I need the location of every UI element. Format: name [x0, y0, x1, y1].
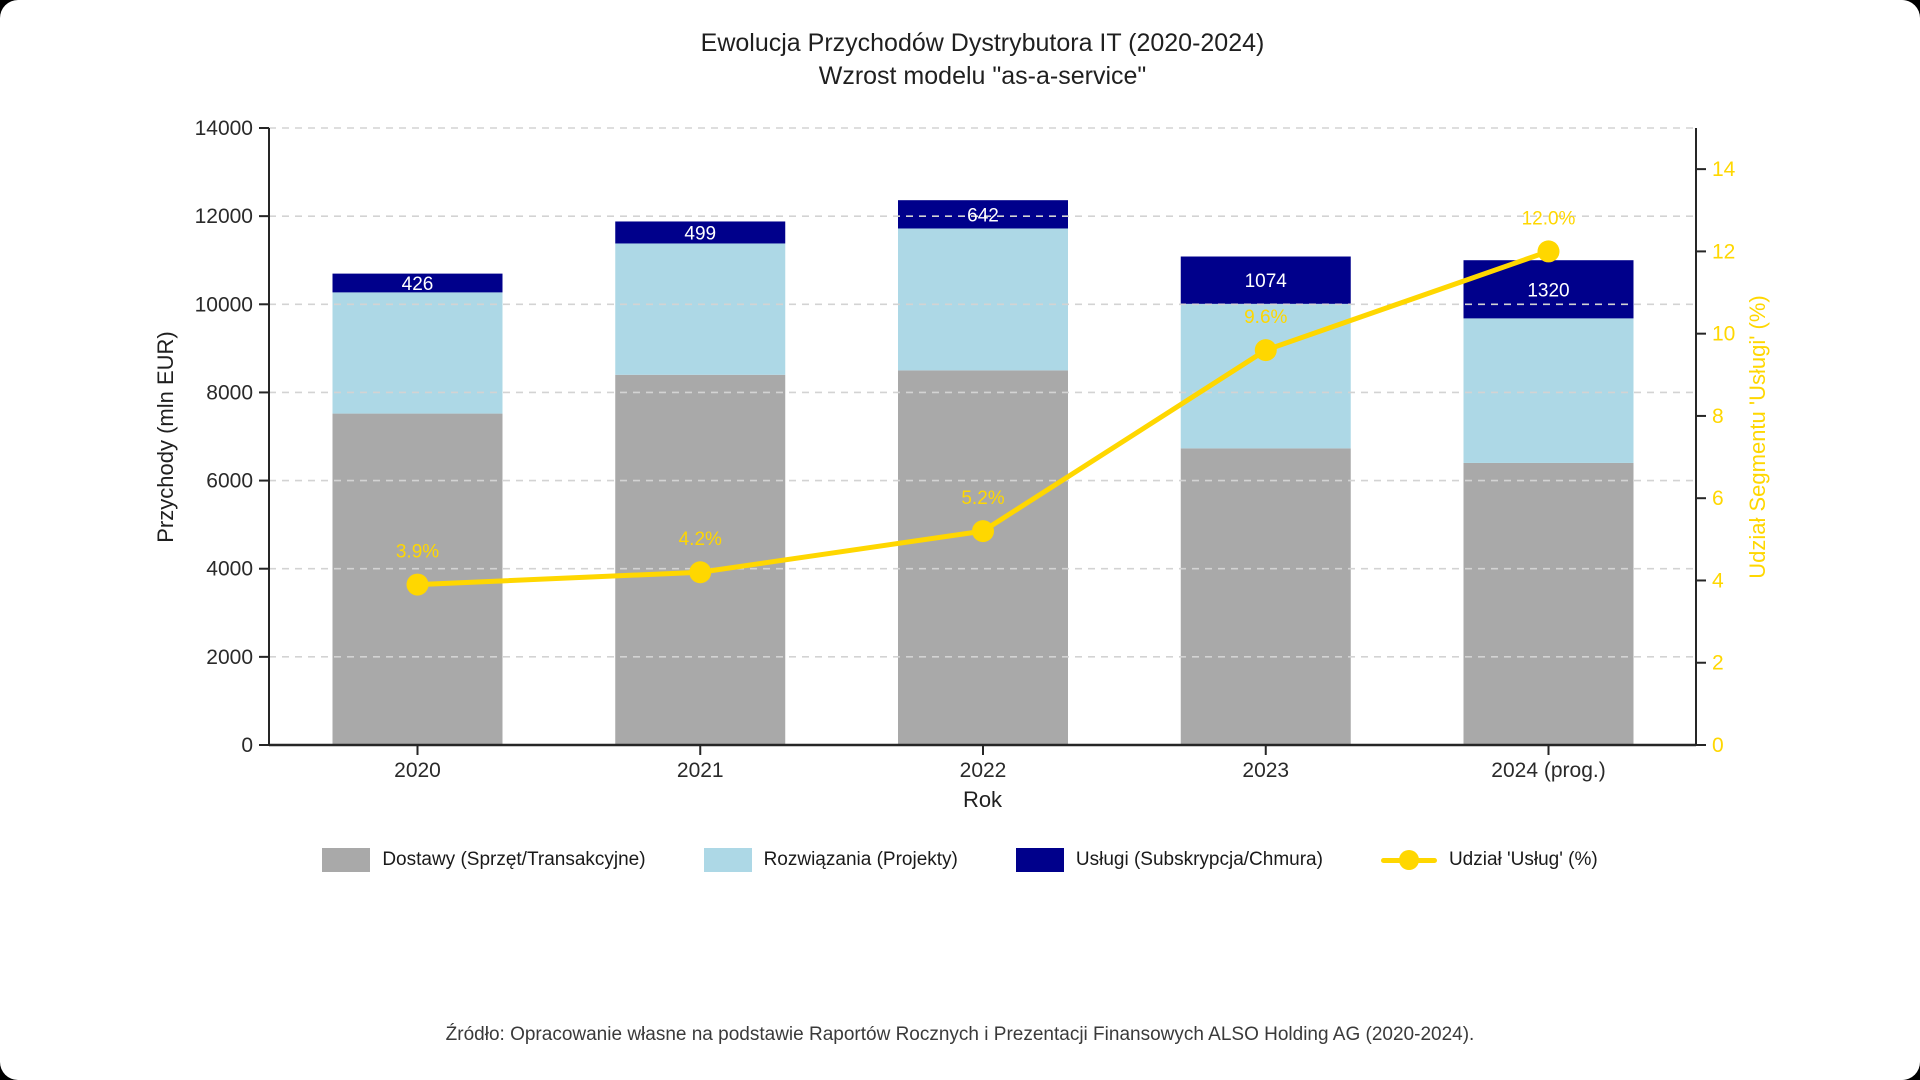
- legend-label-dostawy: Dostawy (Sprzęt/Transakcyjne): [382, 849, 646, 870]
- legend-label-uslugi: Usługi (Subskrypcja/Chmura): [1075, 849, 1323, 870]
- bar-segment-2021-uslugi: [615, 221, 786, 244]
- legend-label-udzial-uslug: Udział 'Usług' (%): [1448, 849, 1598, 870]
- x-tick-label-2020: 2020: [394, 759, 441, 782]
- left-tick-label-6000: 6000: [206, 470, 253, 493]
- bar-segment-2024-dostawy: [1463, 462, 1634, 745]
- line-point-2023: [1254, 339, 1277, 362]
- left-tick-label-0: 0: [241, 734, 253, 757]
- bar-value-label-2023: 1074: [1245, 271, 1288, 292]
- bar-value-label-2020: 426: [402, 274, 434, 295]
- left-tick-label-12000: 12000: [195, 205, 253, 228]
- legend-item-uslugi: Usługi (Subskrypcja/Chmura): [1015, 848, 1323, 872]
- right-tick-label-14: 14: [1712, 158, 1736, 181]
- x-tick-label-2024: 2024 (prog.): [1491, 759, 1605, 782]
- x-axis-title: Rok: [962, 787, 1003, 812]
- bar-segment-2022-uslugi: [898, 200, 1068, 229]
- bar-value-label-2022: 642: [967, 205, 999, 226]
- right-tick-label-0: 0: [1712, 734, 1724, 757]
- bar-segment-2021-dostawy: [615, 374, 786, 745]
- legend: Dostawy (Sprzęt/Transakcyjne) Rozwiązani…: [0, 848, 1920, 872]
- x-tick-label-2021: 2021: [677, 759, 724, 782]
- left-axis-title: Przychody (mln EUR): [153, 331, 178, 543]
- x-tick-label-2022: 2022: [960, 759, 1007, 782]
- bar-segment-2020-rozwiazania: [332, 292, 503, 414]
- chart-subtitle: Wzrost modelu "as-a-service": [818, 61, 1147, 90]
- pct-label-2023: 9.6%: [1244, 307, 1287, 328]
- bar-segment-2023-uslugi: [1180, 256, 1351, 304]
- right-tick-label-4: 4: [1712, 569, 1724, 592]
- right-tick-label-10: 10: [1712, 323, 1735, 346]
- bar-segment-2024-rozwiazania: [1463, 318, 1634, 463]
- right-tick-label-12: 12: [1712, 240, 1735, 263]
- source-note: Źródło: Opracowanie własne na podstawie …: [445, 1024, 1475, 1045]
- x-tick-label-2023: 2023: [1242, 759, 1289, 782]
- chart-title: Ewolucja Przychodów Dystrybutora IT (202…: [700, 29, 1265, 57]
- legend-swatch-dostawy-icon: [322, 848, 371, 872]
- legend-line-marker-icon: [1380, 848, 1437, 872]
- pct-label-2020: 3.9%: [396, 542, 439, 563]
- right-tick-label-2: 2: [1712, 652, 1724, 675]
- left-tick-label-8000: 8000: [206, 381, 253, 404]
- left-tick-label-10000: 10000: [195, 293, 253, 316]
- right-axis-title: Udział Segmentu 'Usługi' (%): [1745, 295, 1770, 579]
- legend-swatch-uslugi-icon: [1015, 848, 1064, 872]
- bar-segment-2021-rozwiazania: [615, 243, 786, 375]
- bar-segment-2023-dostawy: [1180, 448, 1351, 745]
- title-block: Ewolucja Przychodów Dystrybutora IT (202…: [269, 27, 1696, 92]
- bar-segment-2022-rozwiazania: [898, 228, 1068, 371]
- pct-label-2024: 12.0%: [1522, 208, 1576, 229]
- legend-item-udzial-uslug: Udział 'Usług' (%): [1380, 848, 1598, 872]
- legend-item-rozwiazania: Rozwiązania (Projekty): [703, 848, 958, 872]
- line-point-2024: [1537, 240, 1560, 263]
- legend-item-dostawy: Dostawy (Sprzęt/Transakcyjne): [322, 848, 646, 872]
- bar-value-label-2021: 499: [684, 223, 716, 244]
- bar-value-label-2024: 1320: [1527, 280, 1569, 301]
- line-point-2020: [406, 573, 429, 596]
- left-tick-label-4000: 4000: [206, 558, 253, 581]
- line-point-2022: [972, 520, 994, 543]
- legend-swatch-rozwiazania-icon: [703, 848, 752, 872]
- right-tick-label-8: 8: [1712, 405, 1724, 428]
- pct-label-2022: 5.2%: [961, 488, 1004, 509]
- bar-segment-2022-dostawy: [898, 370, 1068, 745]
- line-point-2021: [689, 561, 712, 584]
- legend-label-rozwiazania: Rozwiązania (Projekty): [763, 849, 958, 870]
- right-tick-label-6: 6: [1712, 487, 1724, 510]
- bar-segment-2020-uslugi: [332, 273, 503, 293]
- pct-label-2021: 4.2%: [679, 529, 722, 550]
- left-tick-label-2000: 2000: [206, 646, 253, 669]
- left-tick-label-14000: 14000: [195, 117, 253, 140]
